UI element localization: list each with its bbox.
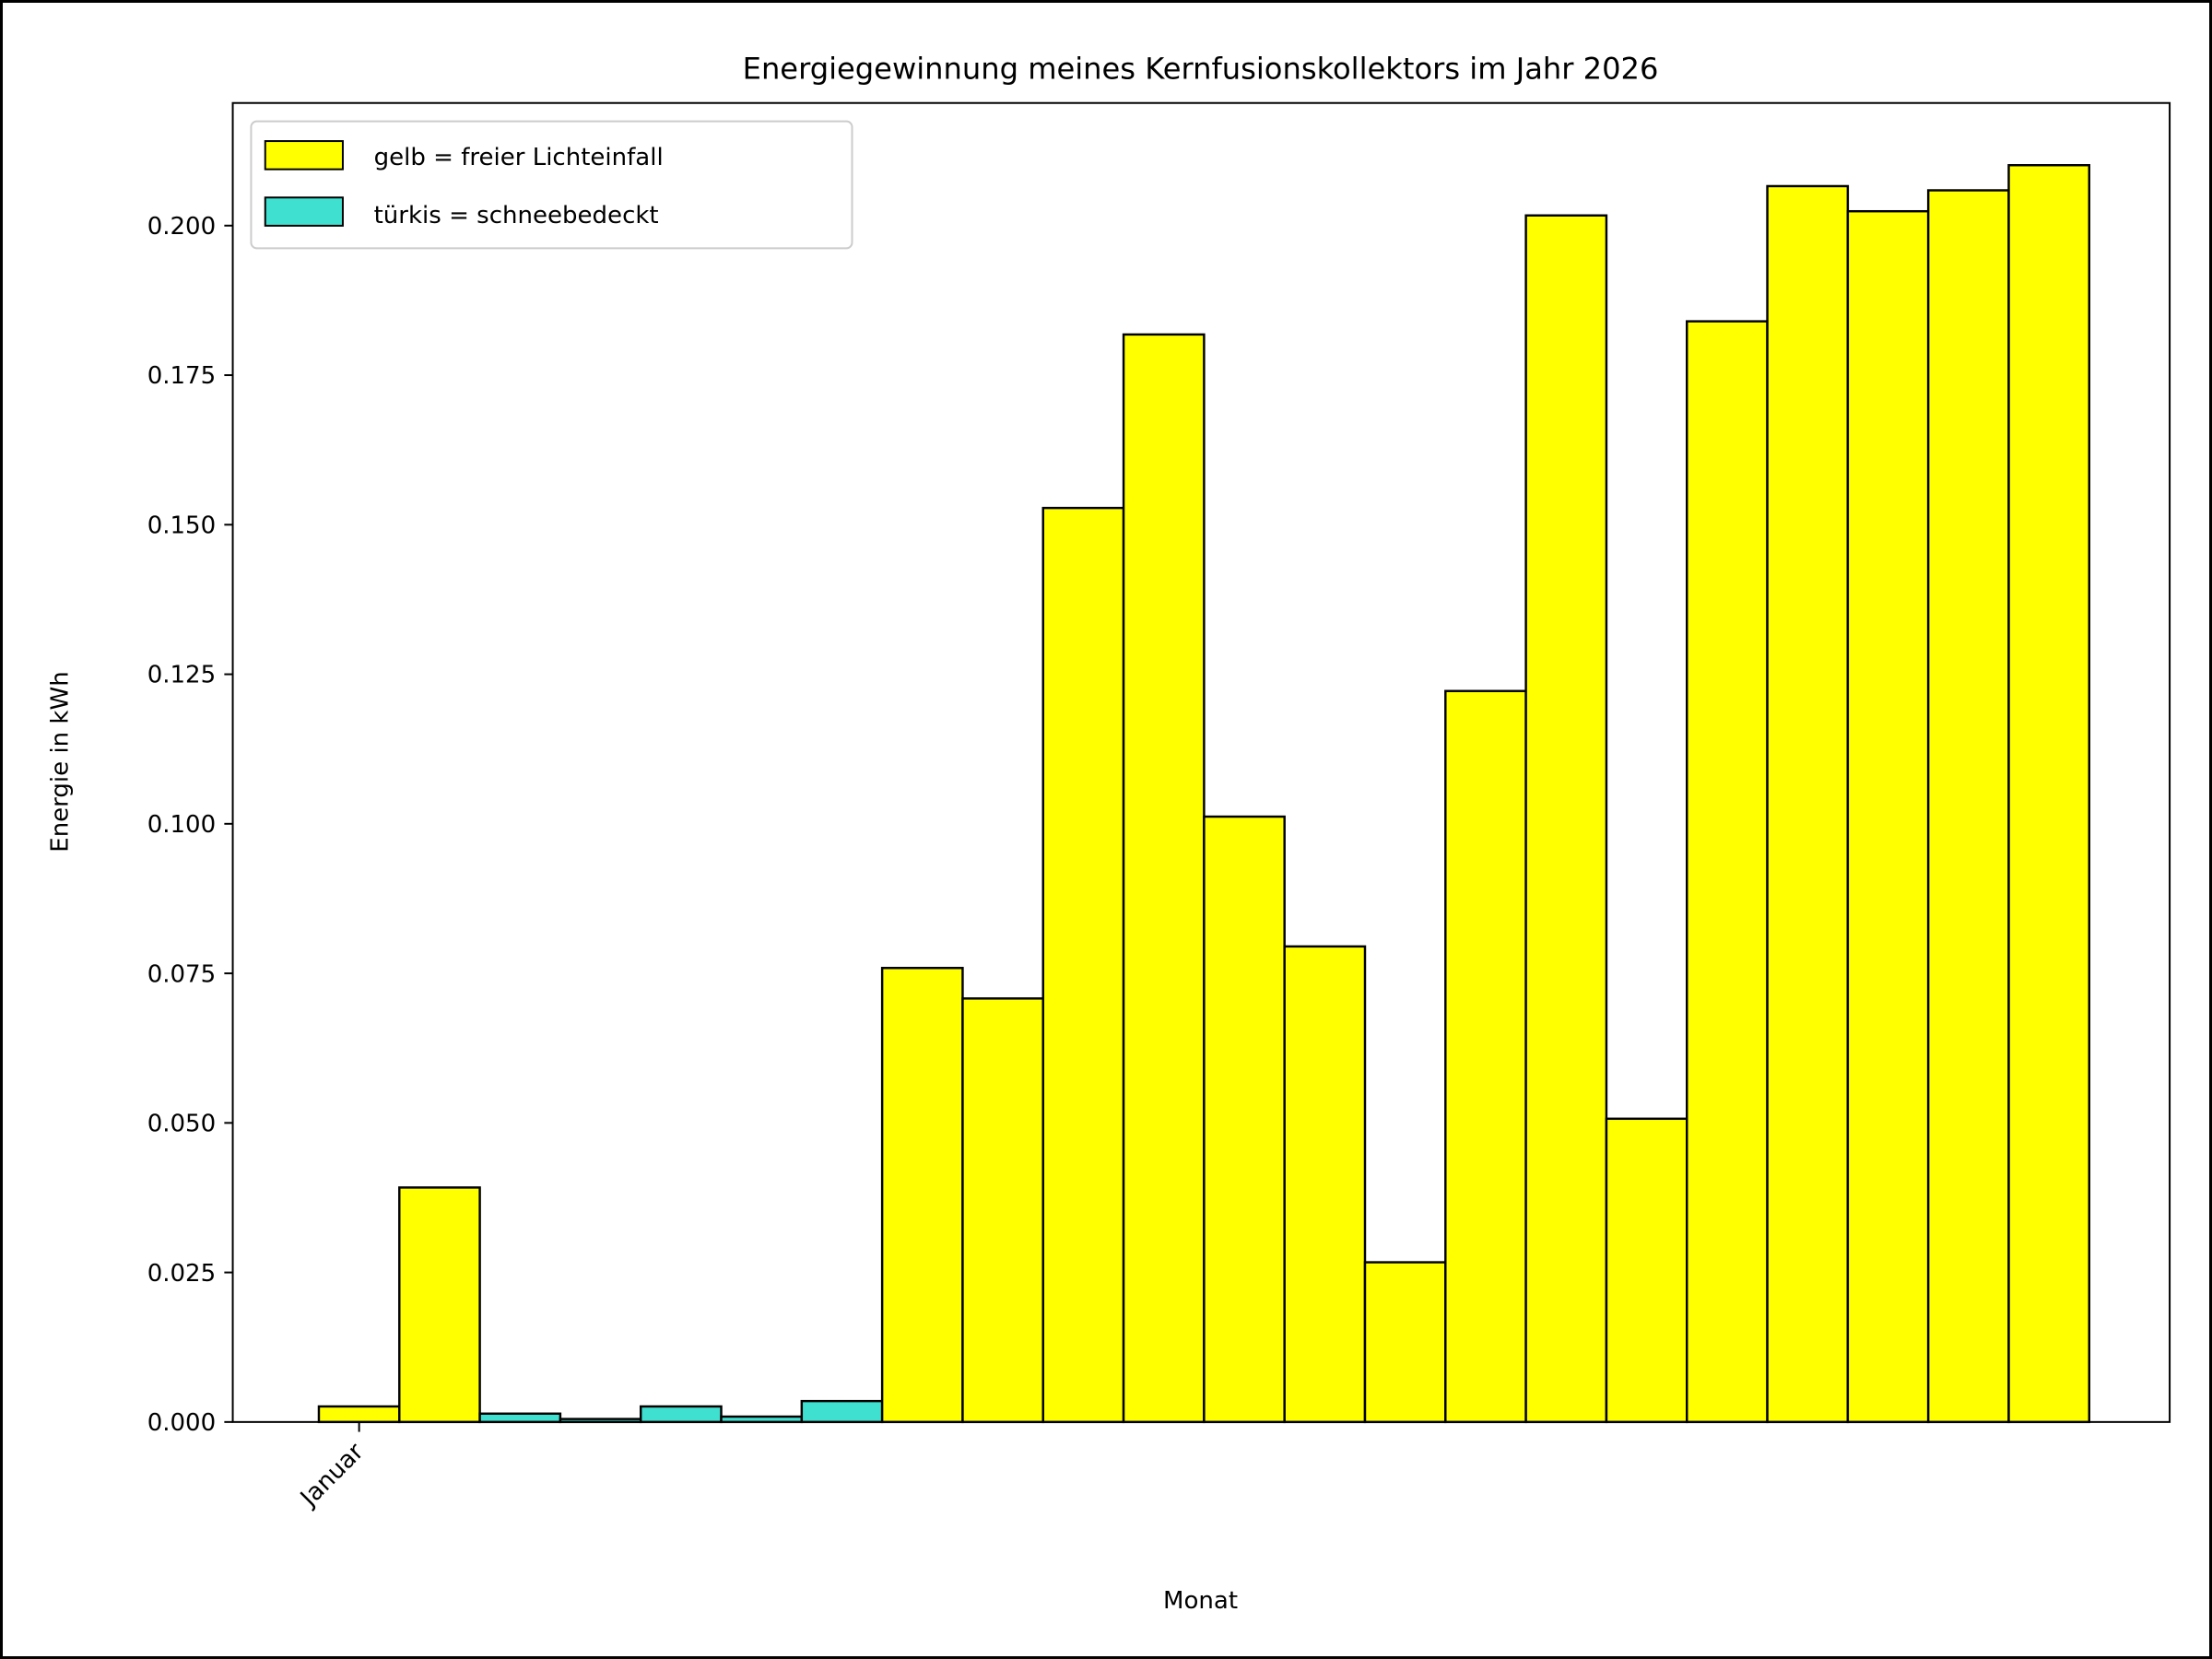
y-tick-label: 0.025 — [147, 1260, 216, 1288]
y-tick-label: 0.200 — [147, 213, 216, 241]
bar-13 — [1283, 945, 1367, 1424]
bar-2 — [398, 1186, 481, 1424]
y-tick-label: 0.000 — [147, 1409, 216, 1437]
x-axis-label: Monat — [1163, 1587, 1238, 1615]
bar-10 — [1041, 506, 1125, 1424]
bar-14 — [1363, 1261, 1447, 1424]
x-tick-label: Januar — [294, 1438, 370, 1513]
y-tick-label: 0.175 — [147, 362, 216, 390]
legend-label-yellow: gelb = freier Lichteinfall — [374, 144, 664, 171]
bar-19 — [1766, 184, 1850, 1424]
bar-18 — [1686, 320, 1769, 1424]
bar-8 — [880, 967, 964, 1424]
bar-12 — [1203, 815, 1286, 1424]
bar-1 — [317, 1405, 401, 1424]
y-tick-label: 0.125 — [147, 662, 216, 689]
y-tick-label: 0.150 — [147, 512, 216, 539]
bar-9 — [961, 997, 1044, 1424]
bar-21 — [1926, 189, 2010, 1424]
bar-3 — [478, 1412, 562, 1424]
bar-16 — [1524, 214, 1608, 1424]
bar-22 — [2007, 164, 2090, 1424]
plot-area-frame — [231, 101, 2171, 1423]
bar-17 — [1605, 1117, 1688, 1424]
y-tick-label: 0.050 — [147, 1111, 216, 1138]
bar-15 — [1444, 689, 1527, 1424]
bar-5 — [639, 1405, 723, 1424]
legend: gelb = freier Lichteinfall türkis = schn… — [250, 120, 853, 250]
legend-label-turquoise: türkis = schneebedeckt — [374, 202, 659, 229]
y-tick-label: 0.100 — [147, 811, 216, 839]
legend-swatch-yellow — [264, 140, 344, 171]
legend-box — [250, 120, 853, 250]
bar-7 — [800, 1399, 884, 1424]
bar-20 — [1846, 209, 1930, 1424]
chart-title: Energiegewinnung meines Kernfusionskolle… — [743, 52, 1659, 87]
legend-swatch-turquoise — [264, 196, 344, 227]
y-axis-label: Energie in kWh — [46, 671, 74, 852]
y-tick-label: 0.075 — [147, 960, 216, 988]
bar-11 — [1122, 333, 1206, 1424]
